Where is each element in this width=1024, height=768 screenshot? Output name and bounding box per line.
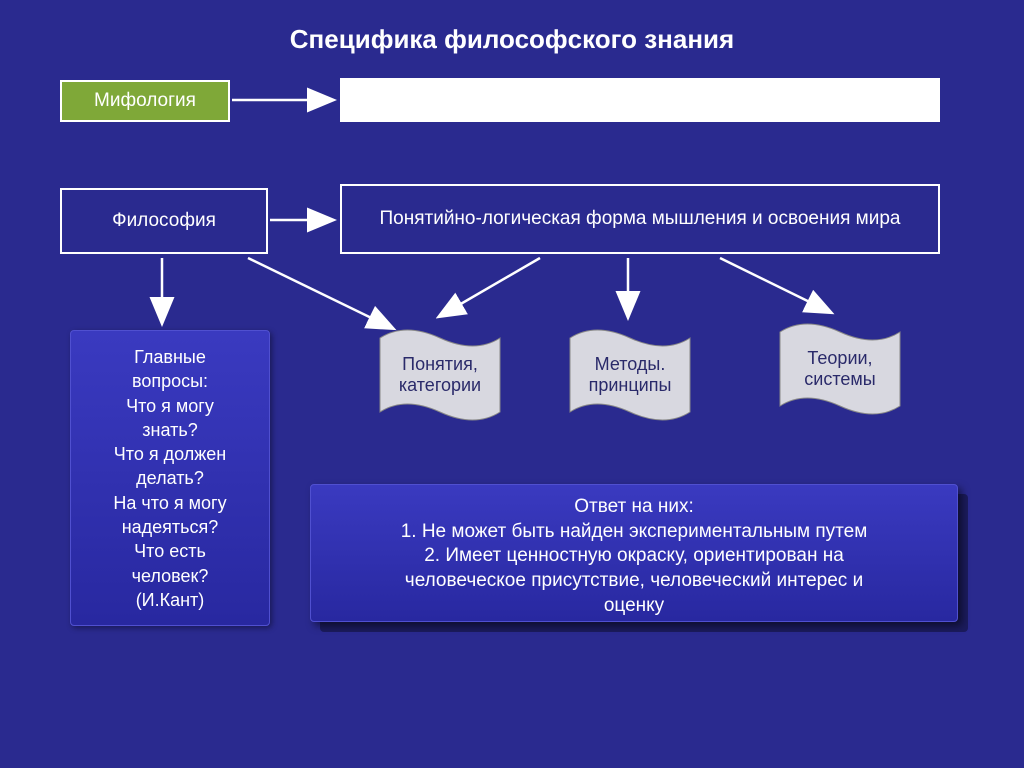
question-line: Что есть xyxy=(81,539,259,563)
arrow-4 xyxy=(440,258,540,316)
philosophy-box: Философия xyxy=(60,188,268,254)
mythology-box: Мифология xyxy=(60,80,230,122)
concept-box: Понятийно-логическая форма мышления и ос… xyxy=(340,184,940,254)
concept-label: Понятийно-логическая форма мышления и ос… xyxy=(380,208,901,230)
philosophy-label: Философия xyxy=(112,210,216,232)
question-line: делать? xyxy=(81,466,259,490)
scroll-label: Теории, системы xyxy=(770,348,910,390)
answer-line: Ответ на них: xyxy=(325,495,943,520)
arrow-6 xyxy=(720,258,830,312)
question-line: (И.Кант) xyxy=(81,588,259,612)
answer-line: человеческое присутствие, человеческий и… xyxy=(325,569,943,594)
scroll-box-2: Теории, системы xyxy=(770,314,910,424)
question-line: Что я могу xyxy=(81,394,259,418)
page-title: Специфика философского знания xyxy=(0,24,1024,55)
question-line: Главные xyxy=(81,345,259,369)
scroll-label: Методы. принципы xyxy=(560,354,700,396)
question-line: надеяться? xyxy=(81,515,259,539)
answer-line: оценку xyxy=(325,594,943,619)
empty-white-box xyxy=(340,78,940,122)
scroll-box-1: Методы. принципы xyxy=(560,320,700,430)
questions-box: Главныевопросы:Что я могузнать?Что я дол… xyxy=(70,330,270,626)
answer-line: 1. Не может быть найден экспериментальны… xyxy=(325,520,943,545)
scroll-label: Понятия, категории xyxy=(370,354,510,396)
mythology-label: Мифология xyxy=(94,90,196,112)
arrow-3 xyxy=(248,258,392,328)
question-line: человек? xyxy=(81,564,259,588)
question-line: вопросы: xyxy=(81,369,259,393)
answers-box: Ответ на них:1. Не может быть найден экс… xyxy=(310,484,958,622)
question-line: знать? xyxy=(81,418,259,442)
answer-line: 2. Имеет ценностную окраску, ориентирова… xyxy=(325,544,943,569)
scroll-box-0: Понятия, категории xyxy=(370,320,510,430)
question-line: На что я могу xyxy=(81,491,259,515)
question-line: Что я должен xyxy=(81,442,259,466)
